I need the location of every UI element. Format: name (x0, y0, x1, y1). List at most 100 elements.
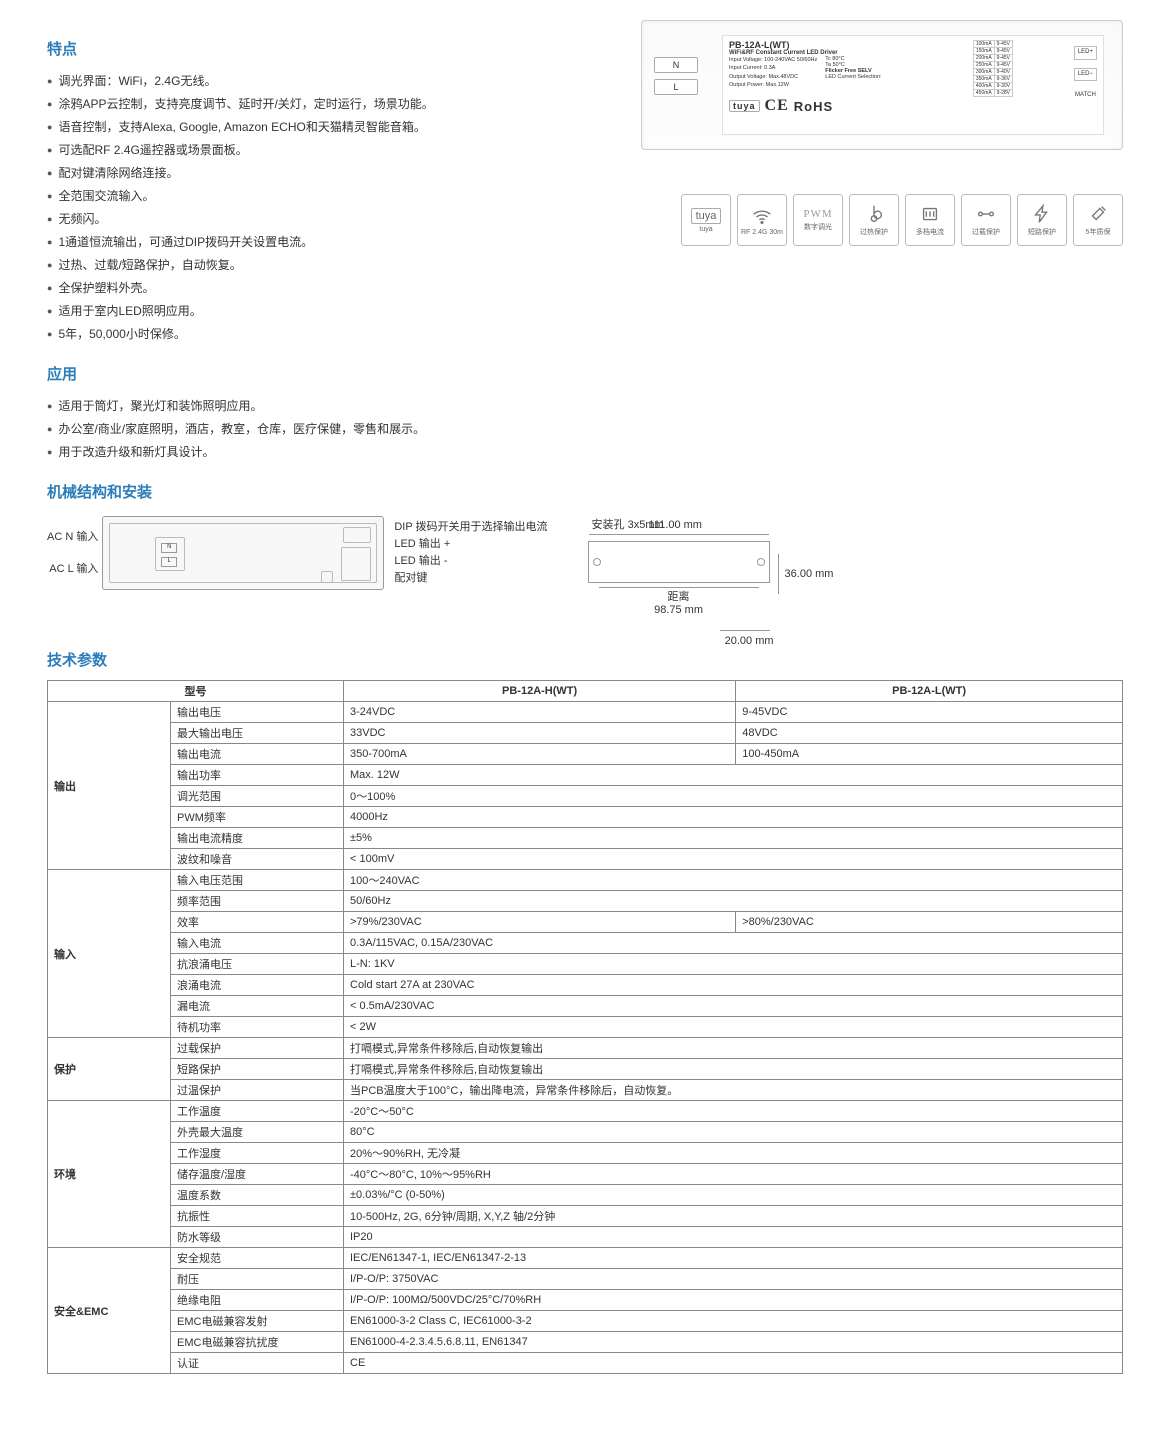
feature-item: 5年，50,000小时保修。 (47, 322, 611, 345)
spec-category: 输出 (48, 702, 171, 870)
feature-item: 适用于室内LED照明应用。 (47, 299, 611, 322)
spec-param: 待机功率 (171, 1017, 344, 1038)
spec-value: 4000Hz (344, 807, 1123, 828)
feature-icon: 过热保护 (849, 194, 899, 246)
spec-value: < 100mV (344, 849, 1123, 870)
spec-value: 3-24VDC (344, 702, 736, 723)
spec-value: 10-500Hz, 2G, 6分钟/周期, X,Y,Z 轴/2分钟 (344, 1206, 1123, 1227)
mini-n: N (161, 543, 177, 553)
app-list: 适用于筒灯，聚光灯和装饰照明应用。办公室/商业/家庭照明，酒店，教室，仓库，医疗… (47, 394, 1123, 463)
spec-param: 工作湿度 (171, 1143, 344, 1164)
spec-param: 短路保护 (171, 1059, 344, 1080)
spec-param: 浪涌电流 (171, 975, 344, 996)
spec-value: 33VDC (344, 723, 736, 744)
spec-value: < 2W (344, 1017, 1123, 1038)
spec-param: 输出电流 (171, 744, 344, 765)
spec-param: 抗浪涌电压 (171, 954, 344, 975)
spec-value: 50/60Hz (344, 891, 1123, 912)
dim-d2: 20.00 mm (725, 635, 774, 647)
features-list: 调光界面：WiFi，2.4G无线。涂鸦APP云控制，支持亮度调节、延时开/关灯，… (47, 69, 611, 345)
section-specs-title: 技术参数 (47, 649, 1123, 670)
th-m1: PB-12A-H(WT) (344, 681, 736, 702)
lbl-l2: Input Current: 0.3A (729, 64, 817, 72)
spec-param: 防水等级 (171, 1227, 344, 1248)
app-item: 用于改造升级和新灯具设计。 (47, 440, 1123, 463)
product-area: N L PB-12A-L(WT) WiFi&RF Constant Curren… (641, 20, 1123, 345)
spec-param: 输出电压 (171, 702, 344, 723)
spec-value: Max. 12W (344, 765, 1123, 786)
spec-param: 耐压 (171, 1269, 344, 1290)
feature-item: 无频闪。 (47, 207, 611, 230)
spec-param: 外壳最大温度 (171, 1122, 344, 1143)
spec-param: 过温保护 (171, 1080, 344, 1101)
terminal-n: N (654, 57, 698, 73)
spec-value: CE (344, 1353, 1123, 1374)
lbl-l4: Output Power: Max.12W (729, 81, 817, 89)
mech-acl: AC L 输入 (47, 553, 98, 585)
label-title: PB-12A-L(WT) (729, 40, 1097, 50)
lbl-sel: LED Current Selection: (825, 74, 881, 80)
spec-category: 保护 (48, 1038, 171, 1101)
spec-value: EN61000-4-2.3.4.5.6.8.11, EN61347 (344, 1332, 1123, 1353)
feature-item: 调光界面：WiFi，2.4G无线。 (47, 69, 611, 92)
feature-icon: RF 2.4G 30m (737, 194, 787, 246)
dim-dist: 距离 (599, 588, 759, 604)
spec-value: 20%～90%RH, 无冷凝 (344, 1143, 1123, 1164)
mech-acn: AC N 输入 (47, 521, 98, 553)
spec-value: 打嗝模式,异常条件移除后,自动恢复输出 (344, 1038, 1123, 1059)
spec-value: >80%/230VAC (736, 912, 1123, 933)
spec-value: -40°C～80°C, 10%～95%RH (344, 1164, 1123, 1185)
spec-value: 100～240VAC (344, 870, 1123, 891)
spec-value: I/P-O/P: 100MΩ/500VDC/25°C/70%RH (344, 1290, 1123, 1311)
spec-category: 安全&EMC (48, 1248, 171, 1374)
dim-d: 98.75 mm (599, 604, 759, 616)
spec-value: Cold start 27A at 230VAC (344, 975, 1123, 996)
spec-param: 认证 (171, 1353, 344, 1374)
feature-item: 涂鸦APP云控制，支持亮度调节、延时开/关灯，定时运行，场景功能。 (47, 92, 611, 115)
spec-param: 输入电压范围 (171, 870, 344, 891)
feature-item: 全范围交流输入。 (47, 184, 611, 207)
spec-param: 输入电流 (171, 933, 344, 954)
spec-param: 效率 (171, 912, 344, 933)
feature-icon: 5年质保 (1073, 194, 1123, 246)
spec-param: 工作温度 (171, 1101, 344, 1122)
spec-value: IEC/EN61347-1, IEC/EN61347-2-13 (344, 1248, 1123, 1269)
spec-value: 0～100% (344, 786, 1123, 807)
spec-param: 频率范围 (171, 891, 344, 912)
spec-param: 调光范围 (171, 786, 344, 807)
spec-param: 输出功率 (171, 765, 344, 786)
spec-param: PWM频率 (171, 807, 344, 828)
spec-value: ±0.03%/°C (0-50%) (344, 1185, 1123, 1206)
spec-value: < 0.5mA/230VAC (344, 996, 1123, 1017)
ann-ledn: LED 输出 - (394, 553, 547, 570)
current-table: 100mA9-45V150mA9-45V200mA9-45V250mA9-45V… (973, 40, 1013, 97)
spec-value: ±5% (344, 828, 1123, 849)
feature-icon: tuyatuya (681, 194, 731, 246)
spec-value: 48VDC (736, 723, 1123, 744)
lbl-ledn: LED− (1074, 68, 1097, 82)
spec-param: 抗振性 (171, 1206, 344, 1227)
section-mech-title: 机械结构和安装 (47, 481, 1123, 502)
spec-param: 温度系数 (171, 1185, 344, 1206)
ann-ledp: LED 输出 + (394, 536, 547, 553)
feature-item: 可选配RF 2.4G遥控器或场景面板。 (47, 138, 611, 161)
spec-value: 当PCB温度大于100°C，输出降电流，异常条件移除后，自动恢复。 (344, 1080, 1123, 1101)
dim-w: 111.00 mm (649, 519, 702, 531)
spec-param: 安全规范 (171, 1248, 344, 1269)
spec-value: 打嗝模式,异常条件移除后,自动恢复输出 (344, 1059, 1123, 1080)
spec-param: 储存温度/湿度 (171, 1164, 344, 1185)
spec-value: 100-450mA (736, 744, 1123, 765)
feature-icon: 多档电流 (905, 194, 955, 246)
spec-param: 波纹和噪音 (171, 849, 344, 870)
feature-item: 语音控制，支持Alexa, Google, Amazon ECHO和天猫精灵智能… (47, 115, 611, 138)
icon-row: tuyatuyaRF 2.4G 30mPWM数字调光过热保护多档电流过载保护短路… (641, 194, 1123, 246)
th-m2: PB-12A-L(WT) (736, 681, 1123, 702)
spec-value: L-N: 1KV (344, 954, 1123, 975)
spec-value: -20°C～50°C (344, 1101, 1123, 1122)
spec-value: 80°C (344, 1122, 1123, 1143)
terminal-l: L (654, 79, 698, 95)
feature-icon: PWM数字调光 (793, 194, 843, 246)
lbl-l3: Output Voltage: Max.48VDC (729, 73, 817, 81)
feature-item: 全保护塑料外壳。 (47, 276, 611, 299)
spec-param: 漏电流 (171, 996, 344, 1017)
